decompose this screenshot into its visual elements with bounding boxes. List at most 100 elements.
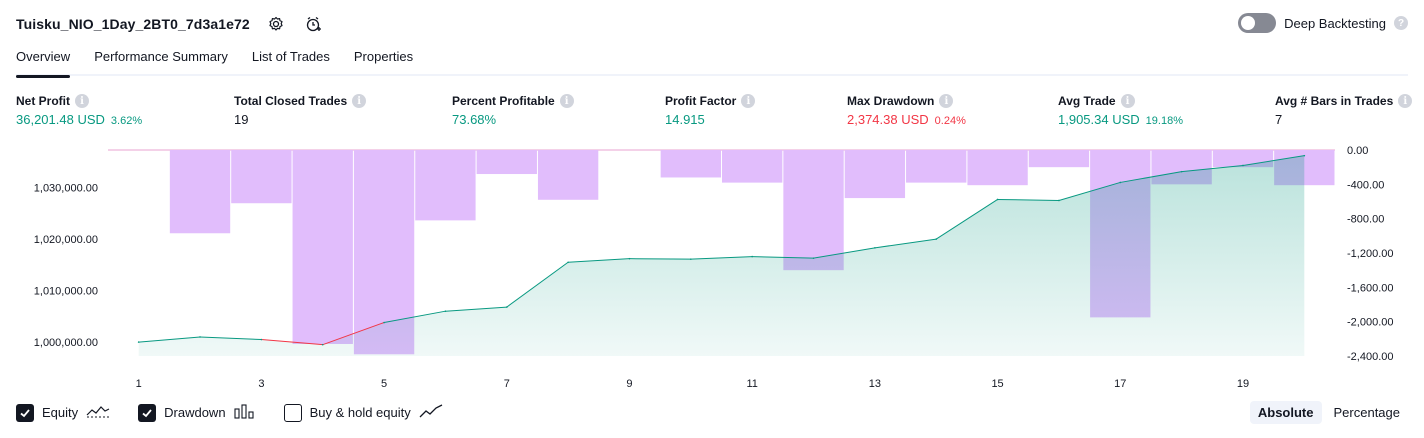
right-axis-labels: 0.00 -400.00 -800.00 -1,200.00 -1,600.00 -2,0… <box>1347 145 1393 363</box>
deep-backtesting: Deep Backtesting ? <box>1238 13 1408 33</box>
equity-line-segment <box>874 238 937 249</box>
x-tick-label: 1 <box>136 378 142 390</box>
equity-line-segment <box>261 339 323 346</box>
left-tick-label: 1,020,000.00 <box>34 234 98 246</box>
equity-point[interactable] <box>996 198 999 201</box>
right-tick-label: -800.00 <box>1347 214 1384 226</box>
equity-point[interactable] <box>874 247 876 249</box>
x-tick-label: 15 <box>991 378 1003 390</box>
equity-line-segment <box>138 336 201 343</box>
equity-line-segment <box>1242 155 1305 166</box>
equity-area-fill <box>138 155 1305 356</box>
drawdown-bar[interactable] <box>292 150 353 344</box>
equity-point[interactable] <box>383 321 385 324</box>
equity-point[interactable] <box>199 336 201 338</box>
info-icon[interactable]: i <box>1398 94 1413 108</box>
tab-overview[interactable]: Overview <box>16 44 71 78</box>
tab-properties[interactable]: Properties <box>353 49 414 64</box>
metric-percent: 3.62% <box>110 115 143 127</box>
equity-point[interactable] <box>1058 199 1060 202</box>
left-tick-label: 1,030,000.00 <box>34 183 98 195</box>
legend-buy-hold-equity[interactable]: Buy & hold equity <box>283 403 443 422</box>
metric-label: Max Drawdown <box>847 94 935 108</box>
equity-line-segment <box>1058 181 1121 201</box>
metric-label: Net Profit <box>16 94 70 108</box>
equity-point[interactable] <box>1180 170 1183 173</box>
percentage-button[interactable]: Percentage <box>1333 405 1401 420</box>
left-tick-label: 1,000,000.00 <box>34 337 98 349</box>
equity-line-icon <box>86 403 110 422</box>
x-tick-label: 9 <box>626 378 632 390</box>
deep-backtesting-label: Deep Backtesting <box>1284 15 1386 31</box>
drawdown-bar[interactable] <box>722 150 783 183</box>
drawdown-bar[interactable] <box>169 150 231 234</box>
equity-point[interactable] <box>444 310 447 312</box>
drawdown-bar[interactable] <box>231 150 292 204</box>
settings-icon[interactable] <box>264 12 288 36</box>
equity-point[interactable] <box>812 257 815 259</box>
right-tick-label: -1,600.00 <box>1347 282 1393 294</box>
info-icon[interactable]: i <box>352 94 367 108</box>
info-icon[interactable]: i <box>559 94 574 108</box>
equity-line-segment <box>1120 171 1182 183</box>
tab-list-of-trades[interactable]: List of Trades <box>251 49 330 64</box>
display-mode-switch: Absolute Percentage <box>1249 401 1408 424</box>
help-icon[interactable]: ? <box>1394 16 1408 30</box>
equity-point[interactable] <box>1303 154 1306 157</box>
deep-backtesting-toggle[interactable] <box>1238 13 1277 33</box>
drawdown-bar[interactable] <box>783 150 844 271</box>
drawdown-checkbox[interactable] <box>138 403 157 422</box>
tab-performance-summary[interactable]: Performance Summary <box>94 49 228 64</box>
equity-point[interactable] <box>260 338 263 341</box>
equity-point[interactable] <box>935 238 938 240</box>
equity-line-segment <box>935 199 998 240</box>
info-icon[interactable]: i <box>75 94 89 108</box>
metric-avg-trade: Avg Trade i 1,905.34 USD 19.18% <box>1058 94 1183 127</box>
equity-line-segment <box>690 256 753 260</box>
metric-label: Avg Trade <box>1058 94 1116 108</box>
equity-line-segment <box>506 261 569 308</box>
legend-equity[interactable]: Equity <box>16 403 110 422</box>
drawdown-bar[interactable] <box>844 150 906 199</box>
equity-point[interactable] <box>137 341 140 343</box>
metric-value: 14.915 <box>665 112 705 127</box>
equity-point[interactable] <box>567 261 569 264</box>
equity-line-segment <box>200 336 262 341</box>
equity-point[interactable] <box>505 306 508 308</box>
metric-value: 1,905.34 USD <box>1058 112 1140 127</box>
equity-point[interactable] <box>1119 181 1122 184</box>
drawdown-bar[interactable] <box>476 150 537 175</box>
drawdown-bars-icon <box>234 403 256 422</box>
metric-net-profit: Net Profit i 36,201.48 USD 3.62% <box>16 94 142 127</box>
info-icon[interactable]: i <box>1120 94 1135 108</box>
metric-value: 7 <box>1275 112 1283 127</box>
metric-value: 2,374.38 USD <box>847 112 929 127</box>
metric-percent: 19.18% <box>1145 115 1183 127</box>
buy-hold-checkbox[interactable] <box>283 403 302 422</box>
drawdown-bar[interactable] <box>906 150 967 183</box>
equity-checkbox[interactable] <box>16 403 34 422</box>
drawdown-bar[interactable] <box>967 150 1028 186</box>
add-alert-icon[interactable] <box>302 12 326 36</box>
right-tick-label: 0.00 <box>1347 145 1368 157</box>
equity-line-segment <box>383 310 446 324</box>
right-tick-label: -2,400.00 <box>1347 351 1393 363</box>
equity-point[interactable] <box>690 258 692 260</box>
metric-label: Profit Factor <box>665 94 737 108</box>
equity-point[interactable] <box>321 343 324 346</box>
legend-drawdown[interactable]: Drawdown <box>138 403 255 422</box>
equity-drawdown-chart[interactable]: 1,000,000.00 1,010,000.00 1,020,000.00 1,03… <box>0 140 1424 396</box>
drawdown-bar[interactable] <box>660 150 721 178</box>
metric-avg-bars-in-trades: Avg # Bars in Trades i 7 <box>1275 94 1413 127</box>
equity-point[interactable] <box>1242 164 1244 167</box>
info-icon[interactable]: i <box>741 94 756 108</box>
info-icon[interactable]: i <box>939 94 954 108</box>
absolute-button[interactable]: Absolute <box>1249 401 1322 424</box>
drawdown-bar[interactable] <box>1028 150 1090 168</box>
equity-point[interactable] <box>628 257 631 260</box>
drawdown-bar[interactable] <box>415 150 476 221</box>
strategy-title: Tuisku_NIO_1Day_2BT0_7d3a1e72 <box>16 16 250 32</box>
metric-label: Avg # Bars in Trades <box>1275 94 1394 108</box>
drawdown-bar[interactable] <box>537 150 599 200</box>
equity-point[interactable] <box>751 255 753 258</box>
